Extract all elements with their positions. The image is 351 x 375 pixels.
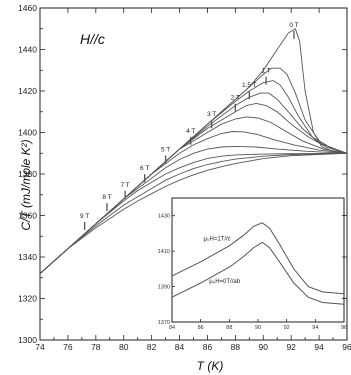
x-tick-label: 80 [119,342,129,352]
x-tick-label: 74 [35,342,45,352]
x-tick-label: 92 [286,342,296,352]
series-line-10 [39,152,348,274]
y-tick-label: 1320 [18,294,37,304]
inset-x-tick-label: 90 [255,325,261,331]
field-marker-label: 2 T [231,95,240,102]
y-tick-label: 1400 [18,128,37,138]
field-marker-label: 6 T [140,165,149,172]
field-direction-annotation: H//c [80,31,105,47]
field-marker-label: 4 T [186,128,195,135]
y-tick-label: 1340 [18,252,37,262]
inset-x-tick-label: 96 [341,325,347,331]
y-tick-label: 1440 [18,45,37,55]
inset-y-tick-label: 1390 [158,285,170,291]
x-tick-label: 88 [231,342,241,352]
inset-x-tick-label: 94 [312,325,318,331]
y-axis-label: C/T (mJ/mole K²) [19,139,33,230]
series-line-7 [39,145,348,274]
y-tick-label: 1360 [18,211,37,221]
y-tick-label: 1300 [18,335,37,345]
inset-x-tick-label: 92 [284,325,290,331]
inset-y-tick-label: 1370 [158,320,170,326]
inset-series-label: μ₀H=0T//ab [209,279,240,285]
series-line-5 [39,116,348,274]
series-line-8 [39,152,348,274]
x-tick-label: 86 [203,342,213,352]
field-marker-label: 0 T [289,22,298,29]
main-axes: 74 76 78 80 82 84 86 88 90 92 94 96 1300 1320 1340 1360… [18,3,351,352]
series-line-9 [39,152,348,274]
x-axis-label: T (K) [197,359,224,373]
field-marker-label: 7 T [120,182,129,189]
series-line-6 [39,131,348,274]
inset-series-line-1 [171,241,345,305]
field-marker-label: 1.5 T [242,82,257,89]
inset-series-line-0 [171,222,345,295]
field-marker-label: 1 T [261,68,270,75]
inset-y-tick-label: 1410 [158,249,170,255]
x-tick-label: 78 [91,342,101,352]
field-markers: 9 T 8 T 7 T 6 T 5 T 4 T 3 T 2 T1.5 T 1 T 0 T [80,22,299,230]
inset-x-tick-label: 88 [226,325,232,331]
field-marker-label: 5 T [161,146,170,153]
y-tick-label: 1460 [18,3,37,13]
field-marker-label: 8 T [102,194,111,201]
x-tick-label: 94 [314,342,324,352]
inset-y-tick-label: 1430 [158,214,170,220]
series-line-1 [39,67,348,274]
inset-chart: 84 86 88 90 92 94 96 1370 1390 1410 1430 μ₀H=1T//c μ… [158,197,347,331]
x-tick-label: 96 [342,342,351,352]
x-tick-label: 82 [147,342,157,352]
field-marker-label: 3 T [207,111,216,118]
field-marker-label: 9 T [80,213,89,220]
inset-frame [171,197,345,323]
x-tick-label: 76 [63,342,73,352]
inset-x-tick-label: 84 [169,325,175,331]
x-tick-label: 90 [259,342,269,352]
inset-x-tick-label: 86 [198,325,204,331]
inset-series-label: μ₀H=1T//c [204,237,231,243]
main-curves [39,28,348,274]
y-tick-label: 1380 [18,169,37,179]
x-tick-label: 84 [175,342,185,352]
y-tick-label: 1420 [18,86,37,96]
